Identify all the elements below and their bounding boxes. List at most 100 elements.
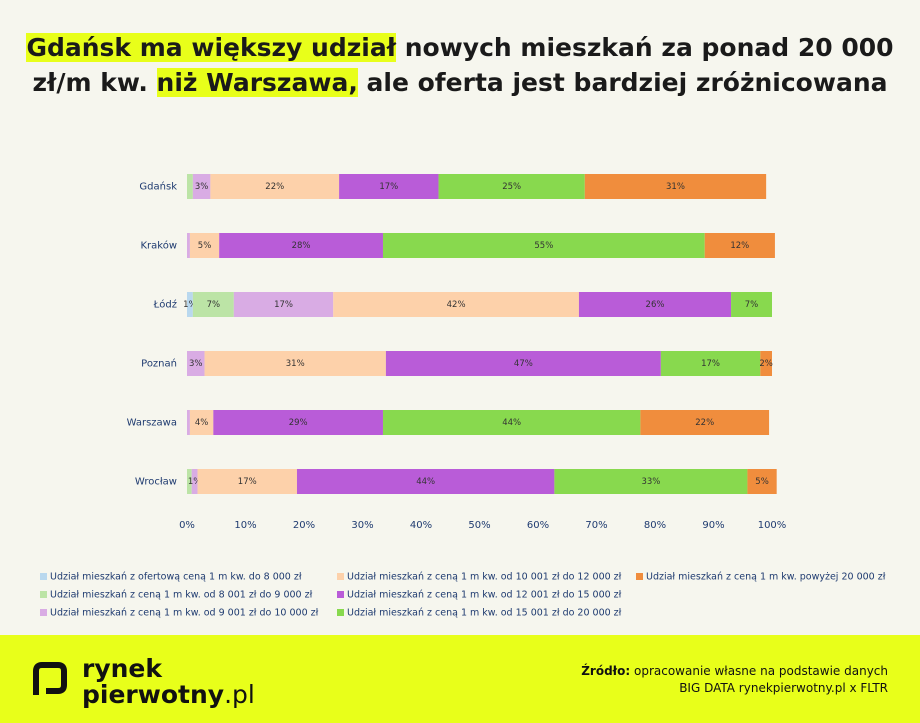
- source-label: Źródło:: [581, 664, 631, 678]
- data-label: 2%: [759, 359, 773, 369]
- bar-segment: [191, 469, 198, 494]
- x-tick-label: 70%: [585, 520, 607, 531]
- legend-swatch: [337, 609, 344, 616]
- x-tick-label: 100%: [758, 520, 787, 531]
- bar-segment: [233, 292, 334, 317]
- bar-segment: [204, 351, 386, 376]
- legend-label: Udział mieszkań z ofertową ceną 1 m kw. …: [50, 572, 302, 583]
- y-tick-label: Gdańsk: [139, 181, 177, 193]
- data-label: 17%: [701, 359, 720, 369]
- legend-swatch: [337, 573, 344, 580]
- logo-text: pierwotny: [82, 680, 225, 709]
- data-label: 28%: [292, 241, 311, 251]
- data-label: 33%: [641, 477, 660, 487]
- legend-swatch: [636, 573, 643, 580]
- logo-text: .pl: [224, 680, 255, 709]
- data-label: 44%: [502, 418, 521, 428]
- legend-swatch: [337, 591, 344, 598]
- legend-label: Udział mieszkań z ceną 1 m kw. od 15 001…: [347, 608, 622, 619]
- bar-segment: [554, 469, 748, 494]
- data-label: 42%: [447, 300, 466, 310]
- x-tick-label: 60%: [527, 520, 549, 531]
- x-tick-label: 40%: [410, 520, 432, 531]
- bar-segment: [584, 174, 767, 199]
- y-tick-label: Poznań: [141, 358, 177, 370]
- source-line: BIG DATA rynekpierwotny.pl x FLTR: [679, 681, 888, 695]
- title-part: Gdańsk ma większy udział: [26, 33, 396, 62]
- data-label: 22%: [265, 182, 284, 192]
- logo: rynek pierwotny.pl: [32, 655, 292, 711]
- data-label: 5%: [755, 477, 769, 487]
- bar-segment: [219, 233, 383, 258]
- bar-segment: [704, 233, 775, 258]
- data-label: 12%: [730, 241, 749, 251]
- legend-label: Udział mieszkań z ceną 1 m kw. od 8 001 …: [50, 590, 313, 601]
- data-label: 17%: [274, 300, 293, 310]
- data-label: 17%: [238, 477, 257, 487]
- x-tick-label: 50%: [468, 520, 490, 531]
- bar-segment: [189, 410, 214, 435]
- data-label: 26%: [646, 300, 665, 310]
- bar-segment: [578, 292, 732, 317]
- data-label: 55%: [534, 241, 553, 251]
- bar-segment: [197, 469, 297, 494]
- data-label: 3%: [189, 359, 203, 369]
- data-label: 4%: [195, 418, 209, 428]
- bar-segment: [187, 233, 190, 258]
- x-tick-label: 80%: [644, 520, 666, 531]
- data-label: 7%: [207, 300, 221, 310]
- bar-segment: [333, 292, 579, 317]
- data-label: 44%: [416, 477, 435, 487]
- legend-swatch: [40, 591, 47, 598]
- data-label: 31%: [666, 182, 685, 192]
- x-tick-label: 0%: [179, 520, 195, 531]
- data-label: 3%: [195, 182, 209, 192]
- y-tick-label: Warszawa: [127, 418, 177, 429]
- bar-segment: [192, 292, 234, 317]
- bar-segment: [187, 351, 205, 376]
- legend-swatch: [40, 573, 47, 580]
- y-tick-label: Wrocław: [135, 477, 177, 488]
- bar-segment: [210, 174, 340, 199]
- title-part: ale oferta jest bardziej zróżnicowana: [357, 68, 888, 97]
- bar-segment: [660, 351, 761, 376]
- bar-segment: [213, 410, 383, 435]
- chart-title: Gdańsk ma większy udział nowych mieszkań…: [20, 30, 900, 100]
- x-tick-label: 10%: [234, 520, 256, 531]
- bar-segment: [192, 174, 211, 199]
- bar-segment: [747, 469, 777, 494]
- logo-text: pierwotny.pl: [82, 681, 255, 709]
- legend-label: Udział mieszkań z ceną 1 m kw. od 9 001 …: [50, 608, 319, 619]
- bar-segment: [382, 410, 641, 435]
- source-text: opracowanie własne na podstawie danych: [630, 664, 888, 678]
- bar-segment: [438, 174, 585, 199]
- data-label: 17%: [379, 182, 398, 192]
- data-label: 1%: [183, 300, 197, 310]
- bar-segment: [187, 174, 193, 199]
- x-tick-label: 30%: [351, 520, 373, 531]
- bar-segment: [187, 410, 190, 435]
- source-line: Źródło: opracowanie własne na podstawie …: [581, 663, 888, 680]
- bar-segment: [339, 174, 439, 199]
- bar-segment: [385, 351, 661, 376]
- data-label: 22%: [695, 418, 714, 428]
- footer: rynek pierwotny.pl Źródło: opracowanie w…: [0, 635, 920, 723]
- y-tick-label: Łódź: [153, 299, 177, 311]
- y-tick-label: Kraków: [140, 240, 177, 252]
- data-label: 25%: [502, 182, 521, 192]
- title-part: niż Warszawa,: [156, 68, 358, 97]
- title-part: nowych mieszkań za ponad 20 000 zł/m kw.: [32, 33, 894, 97]
- legend-label: Udział mieszkań z ceną 1 m kw. od 12 001…: [347, 590, 622, 601]
- data-label: 5%: [198, 241, 212, 251]
- data-label: 47%: [514, 359, 533, 369]
- bar-segment: [187, 469, 192, 494]
- legend-label: Udział mieszkań z ceną 1 m kw. od 10 001…: [347, 572, 622, 583]
- x-tick-label: 20%: [293, 520, 315, 531]
- data-label: 31%: [286, 359, 305, 369]
- x-tick-label: 90%: [702, 520, 724, 531]
- data-label: 29%: [289, 418, 308, 428]
- bar-segment: [640, 410, 770, 435]
- bar-segment: [731, 292, 772, 317]
- bar-segment: [189, 233, 220, 258]
- bar-segment: [760, 351, 772, 376]
